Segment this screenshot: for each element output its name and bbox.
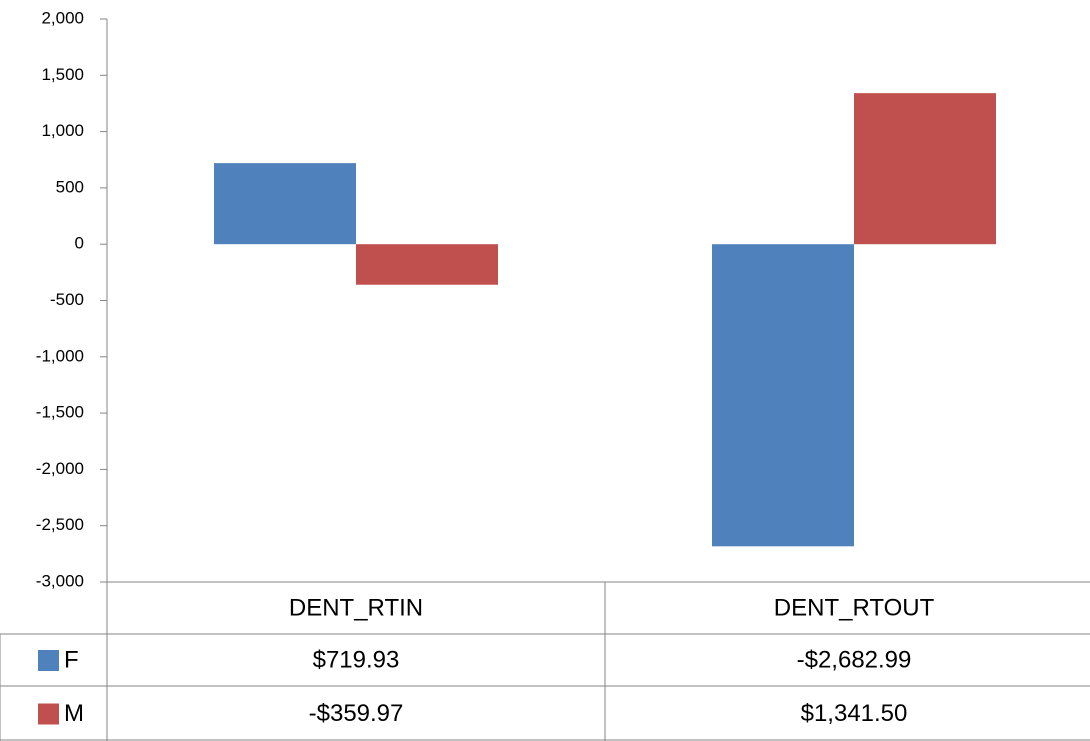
y-tick-label: 500 bbox=[56, 177, 84, 196]
y-tick-label: -2,000 bbox=[36, 459, 84, 478]
table-value: -$2,682.99 bbox=[797, 646, 912, 673]
y-tick-label: -1,500 bbox=[36, 403, 84, 422]
y-tick-label: -1,000 bbox=[36, 346, 84, 365]
bar bbox=[356, 244, 498, 285]
table-value: $719.93 bbox=[313, 646, 400, 673]
bar bbox=[712, 244, 854, 547]
legend-label: F bbox=[64, 646, 79, 673]
y-tick-label: 2,000 bbox=[41, 8, 84, 27]
y-tick-label: -2,500 bbox=[36, 515, 84, 534]
category-label: DENT_RTOUT bbox=[774, 594, 935, 621]
category-label: DENT_RTIN bbox=[289, 594, 423, 621]
y-tick-label: -500 bbox=[50, 290, 84, 309]
legend-label: M bbox=[64, 700, 84, 727]
y-tick-label: 1,000 bbox=[41, 121, 84, 140]
bar bbox=[854, 93, 996, 245]
y-tick-label: 1,500 bbox=[41, 65, 84, 84]
y-tick-label: -3,000 bbox=[36, 571, 84, 590]
table-value: $1,341.50 bbox=[801, 700, 908, 727]
table-value: -$359.97 bbox=[309, 700, 404, 727]
legend-key bbox=[38, 650, 59, 671]
legend-key bbox=[38, 703, 59, 725]
y-tick-label: 0 bbox=[75, 234, 84, 253]
bar bbox=[214, 163, 356, 245]
